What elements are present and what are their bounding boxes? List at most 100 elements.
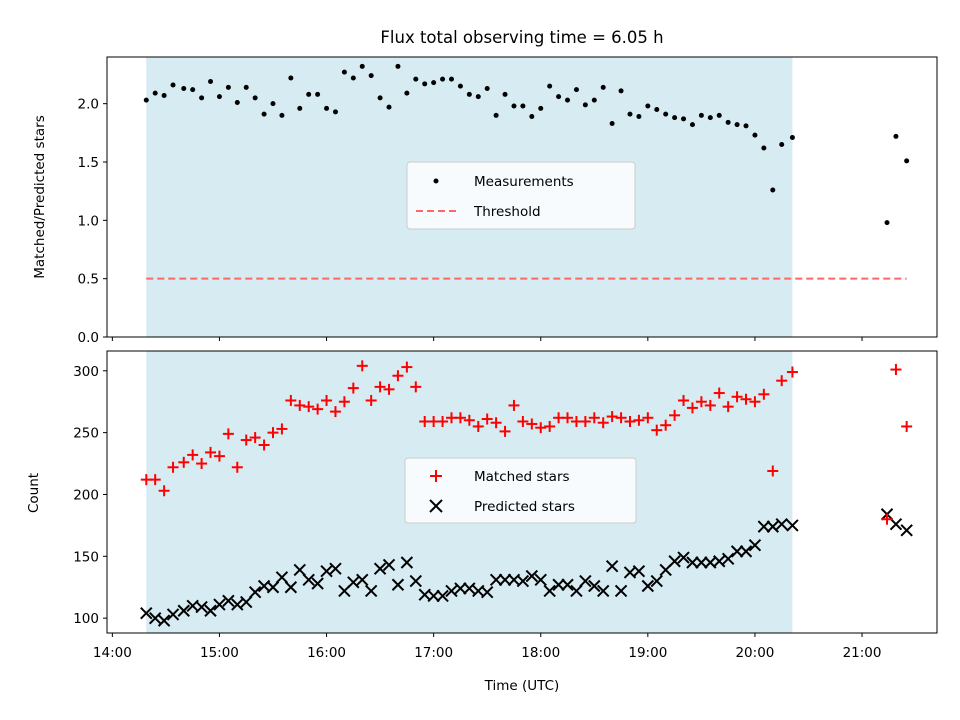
matched-star-point bbox=[285, 394, 297, 406]
predicted-star-point bbox=[275, 571, 289, 584]
measurement-point bbox=[225, 84, 231, 90]
measurement-point bbox=[431, 80, 437, 86]
predicted-star-point bbox=[668, 555, 681, 568]
measurement-point bbox=[181, 86, 187, 91]
measurement-point bbox=[770, 187, 776, 193]
matched-star-point bbox=[517, 416, 529, 427]
matched-star-point bbox=[651, 424, 663, 436]
predicted-star-point bbox=[757, 520, 771, 533]
top-y-tick-label: 1.5 bbox=[78, 155, 99, 171]
measurement-point bbox=[143, 97, 149, 103]
measurement-point bbox=[190, 87, 196, 93]
predicted-star-point bbox=[148, 611, 162, 625]
measurement-point bbox=[350, 75, 356, 81]
matched-star-point bbox=[329, 406, 341, 418]
matched-star-point bbox=[544, 420, 556, 432]
matched-star-point bbox=[231, 461, 243, 473]
matched-star-point bbox=[240, 434, 252, 446]
x-tick-label: 14:00 bbox=[93, 645, 132, 661]
matched-star-point bbox=[303, 401, 315, 413]
measurement-point bbox=[565, 97, 571, 103]
measurement-point bbox=[645, 103, 651, 109]
predicted-star-point bbox=[713, 555, 726, 568]
predicted-star-point bbox=[543, 584, 556, 598]
measurement-point bbox=[368, 73, 374, 79]
predicted-star-point bbox=[248, 585, 262, 599]
matched-star-point bbox=[481, 413, 493, 425]
measurement-point bbox=[413, 76, 419, 82]
measurement-point bbox=[297, 105, 303, 111]
matched-star-point bbox=[401, 361, 413, 373]
matched-star-point bbox=[167, 461, 179, 473]
predicted-star-point bbox=[677, 551, 690, 564]
top-y-axis-label: Matched/Predicted stars bbox=[32, 115, 48, 278]
legend-matched-marker bbox=[430, 470, 442, 482]
matched-star-point bbox=[686, 402, 698, 414]
predicted-star-point bbox=[213, 598, 226, 611]
matched-star-point bbox=[535, 422, 547, 434]
matched-star-point bbox=[499, 425, 511, 437]
predicted-star-point bbox=[534, 573, 547, 587]
predicted-star-point bbox=[775, 517, 788, 531]
matched-star-point bbox=[606, 411, 618, 423]
measurement-point bbox=[511, 103, 517, 109]
measurement-point bbox=[627, 111, 633, 117]
matched-star-point bbox=[213, 450, 225, 462]
measurement-point bbox=[663, 111, 669, 117]
matched-star-point bbox=[294, 399, 306, 411]
measurement-point bbox=[681, 116, 687, 122]
x-tick-label: 21:00 bbox=[843, 645, 882, 661]
bottom-panel-frame bbox=[106, 350, 938, 634]
matched-star-point bbox=[437, 416, 449, 427]
matched-star-point bbox=[704, 399, 716, 411]
measurement-point bbox=[315, 91, 321, 97]
predicted-star-point bbox=[588, 579, 601, 593]
predicted-star-point bbox=[650, 574, 663, 588]
measurement-point bbox=[279, 112, 285, 118]
matched-star-point bbox=[249, 432, 261, 444]
x-tick-label: 15:00 bbox=[200, 645, 239, 661]
matched-star-point bbox=[642, 412, 654, 424]
predicted-star-point bbox=[641, 579, 655, 593]
top-legend-box bbox=[406, 161, 636, 230]
measurement-point bbox=[359, 63, 365, 69]
measurement-point bbox=[520, 103, 526, 109]
matched-star-point bbox=[579, 416, 591, 427]
matched-star-point bbox=[365, 394, 377, 406]
top-panel: 0.00.51.01.52.0 Matched/Predicted stars … bbox=[32, 56, 938, 346]
predicted-star-point bbox=[427, 589, 440, 603]
legend-matched-label: Matched stars bbox=[474, 469, 570, 485]
matched-star-point bbox=[776, 375, 788, 387]
matched-star-point bbox=[588, 412, 600, 424]
matched-star-point bbox=[196, 458, 208, 470]
measurement-point bbox=[636, 114, 642, 119]
measurement-point bbox=[654, 107, 660, 112]
top-y-tick-label: 0.5 bbox=[78, 272, 99, 288]
predicted-star-point bbox=[786, 519, 799, 532]
predicted-star-point bbox=[695, 556, 708, 569]
measurement-point bbox=[252, 95, 258, 101]
top-panel-frame bbox=[106, 56, 938, 338]
matched-star-point bbox=[267, 427, 279, 439]
measurement-point bbox=[582, 102, 588, 108]
top-y-tick-label: 2.0 bbox=[78, 97, 99, 113]
predicted-star-point bbox=[454, 582, 467, 595]
matched-star-point bbox=[786, 366, 798, 378]
measurement-point bbox=[395, 63, 401, 69]
predicted-star-point bbox=[373, 562, 387, 575]
measurement-point bbox=[199, 95, 205, 101]
measurement-point bbox=[734, 122, 740, 128]
matched-star-point bbox=[383, 383, 395, 395]
x-tick-label: 16:00 bbox=[307, 645, 346, 661]
measurement-point bbox=[789, 135, 795, 140]
matched-star-point bbox=[615, 412, 627, 424]
matched-star-point bbox=[678, 394, 690, 406]
matched-star-point bbox=[713, 387, 725, 399]
predicted-star-point bbox=[320, 564, 333, 578]
predicted-star-point bbox=[614, 584, 628, 598]
predicted-star-point bbox=[391, 578, 405, 591]
legend-measurements-marker bbox=[433, 178, 439, 184]
measurement-point bbox=[725, 119, 731, 125]
measurement-point bbox=[170, 82, 176, 88]
